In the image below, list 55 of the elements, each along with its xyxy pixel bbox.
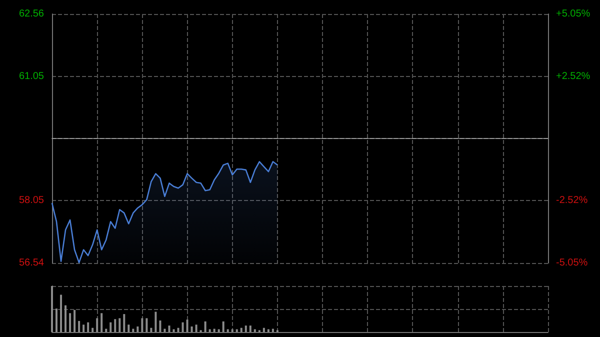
bar (128, 324, 130, 332)
bar (123, 314, 126, 332)
bar (240, 328, 242, 332)
bar (87, 322, 90, 332)
y2-tick-label: +5.05% (556, 8, 590, 20)
bar (136, 326, 139, 332)
bar (168, 326, 170, 332)
bar (114, 319, 116, 332)
bar (74, 310, 76, 332)
bar (254, 329, 256, 332)
bar (110, 322, 112, 332)
bar (105, 328, 108, 332)
bar (195, 324, 198, 332)
y2-tick-label: +2.52% (556, 70, 590, 82)
bar (208, 329, 211, 332)
bar (64, 305, 67, 332)
bar (100, 313, 103, 332)
bar (159, 320, 162, 332)
bar (118, 318, 121, 332)
bar (231, 329, 234, 332)
bar (272, 328, 274, 332)
bar (146, 318, 148, 332)
bar (96, 318, 98, 332)
bar (262, 328, 265, 332)
bar (213, 328, 216, 332)
bar (244, 326, 247, 332)
bar (267, 329, 270, 332)
bar (236, 329, 238, 332)
bar (56, 308, 58, 332)
bar (177, 328, 180, 332)
bar (141, 318, 144, 332)
bar (82, 324, 85, 332)
bar (132, 328, 134, 332)
bar (60, 294, 62, 332)
y2-tick-label: -2.52% (556, 195, 588, 206)
y-tick-label: 56.54 (18, 258, 44, 268)
bar (150, 328, 152, 332)
bar (226, 329, 229, 332)
bar (172, 329, 175, 332)
y-tick-label: 61.05 (18, 70, 44, 82)
y2-tick-label: -5.05% (556, 258, 588, 268)
bar (222, 321, 224, 332)
bar (190, 326, 193, 332)
y-tick-label: 58.05 (18, 195, 44, 206)
y-tick-label: 62.56 (18, 8, 44, 20)
bar (154, 312, 157, 332)
bar (92, 328, 94, 332)
bar (78, 320, 80, 332)
bar (182, 322, 184, 332)
bar (204, 321, 206, 332)
bar (186, 320, 188, 332)
bar (249, 326, 252, 332)
bar (69, 313, 72, 332)
bar (218, 329, 220, 332)
bar (164, 328, 166, 332)
